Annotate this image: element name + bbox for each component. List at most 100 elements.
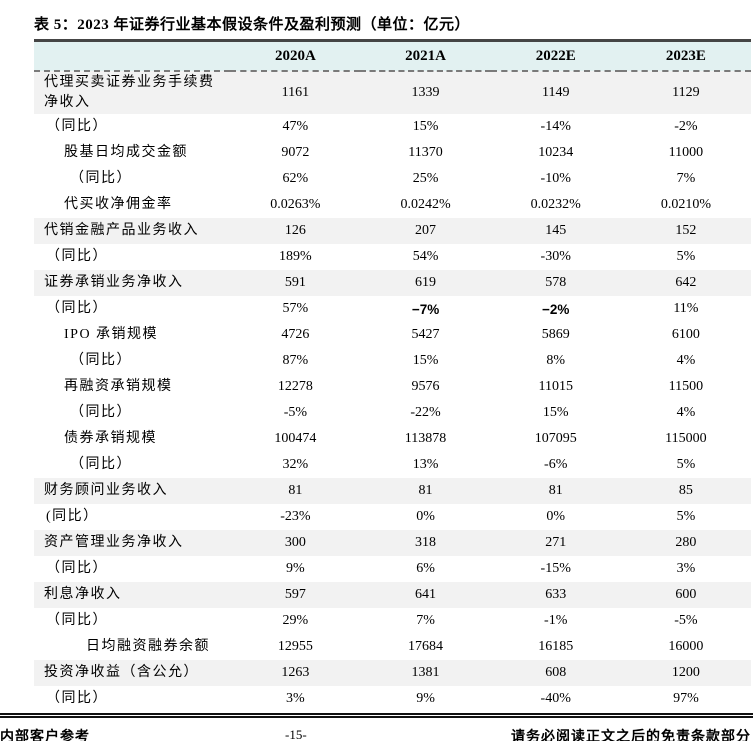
- table-row: 投资净收益（含公允） 1263 1381 608 1200: [34, 660, 751, 686]
- cell-value: -22%: [410, 405, 441, 420]
- row-label: 日均融资融券余额: [86, 639, 210, 654]
- cell-value: 100474: [274, 431, 317, 446]
- column-header-2022e: 2022E: [490, 39, 621, 72]
- cell-value: 32%: [282, 457, 309, 472]
- cell-value: 12955: [277, 639, 313, 654]
- cell-value: 5%: [676, 249, 696, 264]
- table-row: （同比） 87% 15% 8% 4%: [34, 348, 751, 374]
- cell-value: 11%: [673, 301, 699, 316]
- page-footer: 内部客户参考 -15- 请务必阅读正文之后的免责条款部分: [0, 713, 753, 741]
- cell-value: 619: [415, 275, 437, 290]
- cell-value: 318: [415, 535, 437, 550]
- cell-value: 591: [284, 275, 306, 290]
- cell-value: -5%: [674, 613, 698, 628]
- cell-value: 16185: [538, 639, 574, 654]
- cell-value: −2%: [542, 301, 570, 317]
- cell-value: 126: [284, 223, 306, 238]
- row-label: 债券承销规模: [64, 431, 157, 446]
- table-row: 再融资承销规模 12278 9576 11015 11500: [34, 374, 751, 400]
- cell-value: 9%: [286, 561, 305, 576]
- cell-value: 608: [545, 665, 567, 680]
- cell-value: 4%: [676, 353, 696, 368]
- cell-value: 7%: [416, 613, 435, 628]
- cell-value: 9072: [281, 145, 310, 160]
- header-label-spacer: [34, 39, 231, 72]
- cell-value: -30%: [540, 249, 571, 264]
- cell-value: -23%: [280, 509, 311, 524]
- cell-value: 1149: [541, 85, 570, 100]
- cell-value: 85: [678, 483, 693, 498]
- table-row: （同比） 9% 6% -15% 3%: [34, 556, 751, 582]
- cell-value: 5869: [541, 327, 570, 342]
- row-label: 财务顾问业务收入: [44, 483, 168, 498]
- table-title: 表 5：2023 年证券行业基本假设条件及盈利预测（单位：亿元）: [34, 17, 471, 33]
- cell-value: −7%: [411, 301, 440, 317]
- row-label: （同比）: [70, 405, 132, 420]
- cell-value: 62%: [282, 171, 309, 186]
- cell-value: 15%: [412, 119, 439, 134]
- row-label: （同比）: [46, 613, 108, 628]
- cell-value: 87%: [282, 353, 309, 368]
- row-label: （同比）: [70, 353, 132, 368]
- footer-disclaimer: 请务必阅读正文之后的免责条款部分: [511, 730, 751, 741]
- table-row: 债券承销规模 100474 113878 107095 115000: [34, 426, 751, 452]
- row-label: （同比）: [46, 249, 108, 264]
- row-label: （同比）: [70, 171, 132, 186]
- row-label: （同比）: [46, 301, 108, 316]
- table-row: IPO 承销规模 4726 5427 5869 6100: [34, 322, 751, 348]
- row-label: 股基日均成交金额: [64, 145, 188, 160]
- cell-value: 107095: [534, 431, 577, 446]
- table-row: 利息净收入 597 641 633 600: [34, 582, 751, 608]
- cell-value: 29%: [282, 613, 309, 628]
- cell-value: 0%: [546, 509, 566, 524]
- cell-value: 25%: [412, 171, 439, 186]
- cell-value: 0.0232%: [530, 197, 581, 212]
- row-label: IPO 承销规模: [64, 327, 159, 342]
- table-row: 证券承销业务净收入 591 619 578 642: [34, 270, 751, 296]
- cell-value: 5427: [411, 327, 440, 342]
- row-label: 证券承销业务净收入: [44, 275, 184, 290]
- cell-value: 47%: [282, 119, 309, 134]
- row-label: （同比）: [46, 691, 108, 706]
- footer-classification: 内部客户参考: [0, 730, 90, 741]
- cell-value: 0%: [416, 509, 435, 524]
- row-label: 再融资承销规模: [64, 379, 173, 394]
- table-row: （同比） 32% 13% -6% 5%: [34, 452, 751, 478]
- cell-value: 145: [545, 223, 567, 238]
- cell-value: 11370: [408, 145, 443, 160]
- cell-value: 280: [675, 535, 697, 550]
- row-label: 利息净收入: [44, 587, 122, 602]
- cell-value: 4726: [281, 327, 310, 342]
- cell-value: 189%: [279, 249, 312, 264]
- cell-value: 0.0263%: [270, 197, 321, 212]
- cell-value: -14%: [540, 119, 571, 134]
- column-header-2023e: 2023E: [620, 39, 751, 72]
- table-row: （同比） 62% 25% -10% 7%: [34, 166, 751, 192]
- cell-value: -15%: [540, 561, 571, 576]
- table-body: 代理买卖证券业务手续费净收入 1161 1339 1149 1129 （同比） 47% 15%…: [34, 71, 751, 712]
- table-row: （同比） 3% 9% -40% 97%: [34, 686, 751, 712]
- cell-value: -5%: [283, 405, 308, 420]
- cell-value: 4%: [676, 405, 696, 420]
- cell-value: 9576: [411, 379, 440, 394]
- cell-value: 7%: [676, 171, 696, 186]
- cell-value: 12278: [277, 379, 313, 394]
- cell-value: 15%: [412, 353, 439, 368]
- cell-value: 16000: [668, 639, 704, 654]
- row-label: 代买收净佣金率: [64, 197, 173, 212]
- cell-value: 54%: [412, 249, 439, 264]
- table-row: (同比） -23% 0% 0% 5%: [34, 504, 751, 530]
- cell-value: -2%: [674, 119, 698, 134]
- column-header-2021a: 2021A: [360, 39, 491, 72]
- cell-value: 1161: [281, 85, 310, 100]
- table-row: 日均融资融券余额 12955 17684 16185 16000: [34, 634, 751, 660]
- cell-value: -10%: [540, 171, 571, 186]
- table-row: 资产管理业务净收入 300 318 271 280: [34, 530, 751, 556]
- cell-value: 6100: [671, 327, 700, 342]
- cell-value: 97%: [673, 691, 699, 706]
- cell-value: 3%: [676, 561, 696, 576]
- table-row: 财务顾问业务收入 81 81 81 85: [34, 478, 751, 504]
- cell-value: 1263: [281, 665, 310, 680]
- cell-value: 5%: [676, 509, 696, 524]
- cell-value: 300: [284, 535, 306, 550]
